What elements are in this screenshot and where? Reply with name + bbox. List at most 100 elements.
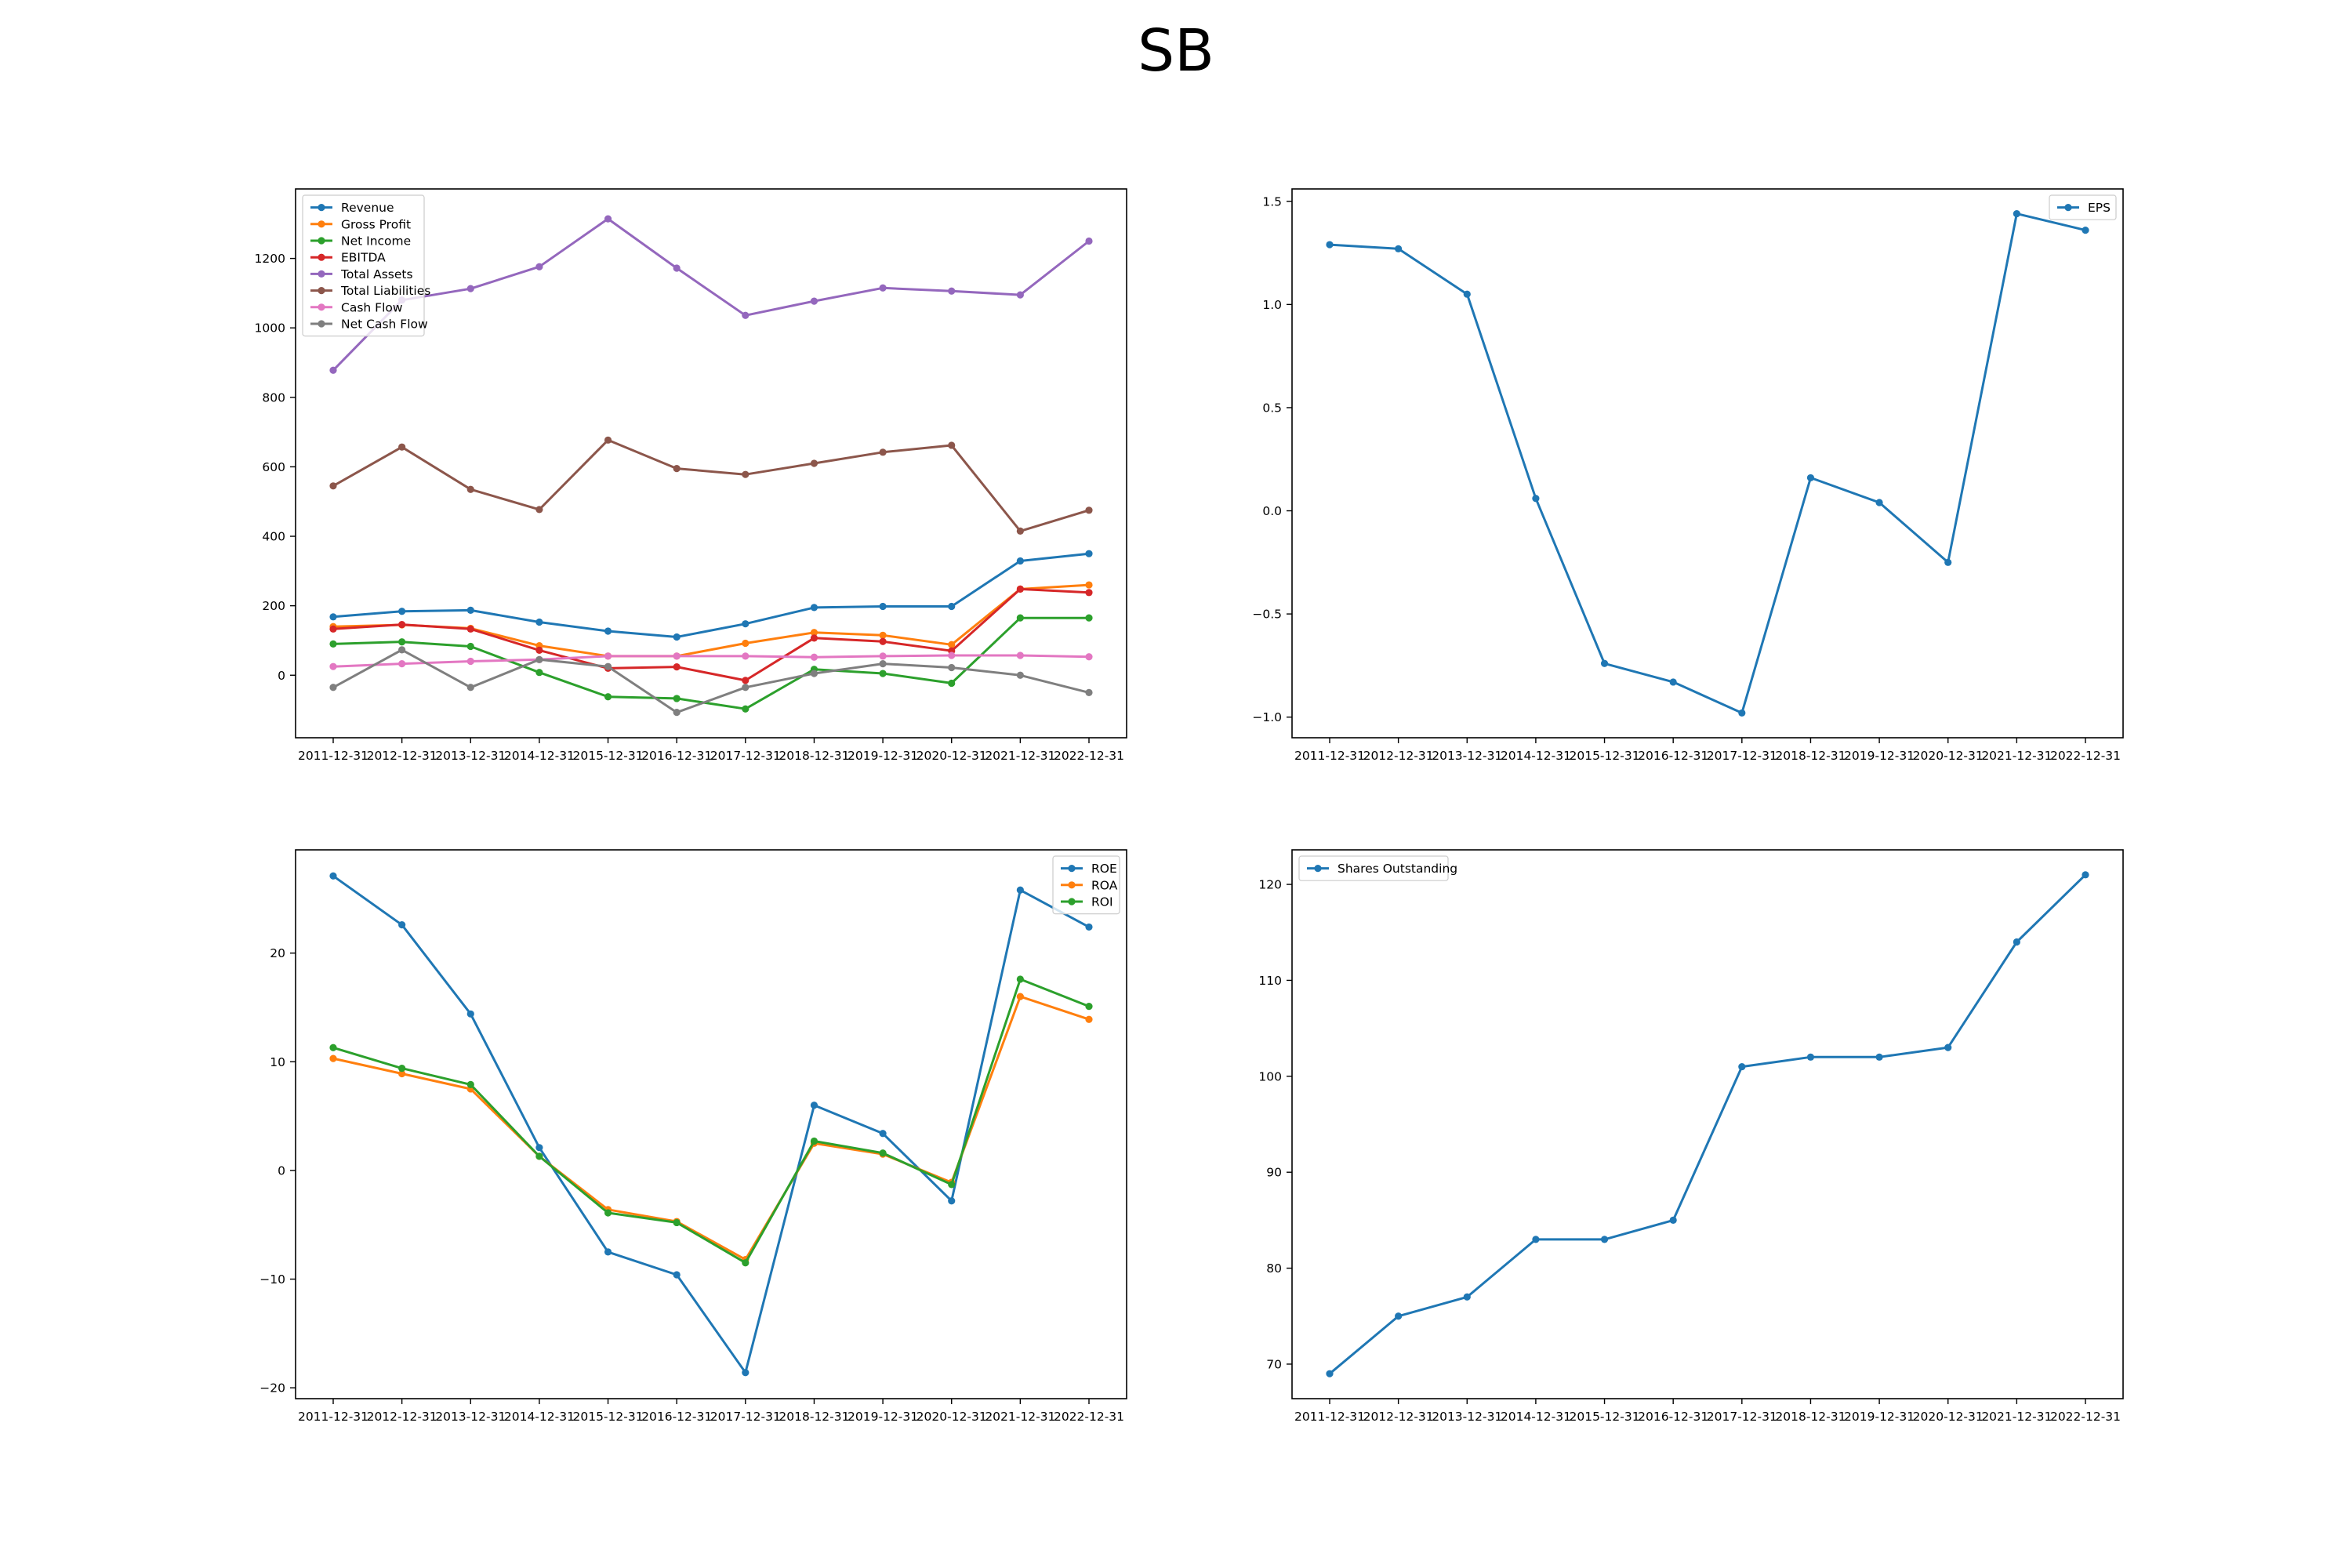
series-line-eps — [1328, 212, 2087, 714]
legend-marker-net-cash-flow — [318, 320, 325, 328]
data-point-net-cash-flow — [329, 684, 337, 691]
y-tick-label: −20 — [260, 1381, 285, 1396]
data-point-roe — [398, 921, 406, 929]
series-line-cash-flow — [332, 654, 1091, 668]
data-point-revenue — [466, 606, 474, 615]
data-point-ebitda — [398, 620, 406, 629]
legend-label: ROA — [1091, 878, 1118, 892]
x-tick-label: 2012-12-31 — [367, 749, 437, 763]
data-point-roi — [466, 1080, 474, 1089]
data-point-net-income — [535, 669, 543, 677]
data-point-total-liabilities — [604, 436, 612, 444]
data-point-total-liabilities — [1016, 527, 1024, 535]
y-tick-label: 0 — [278, 669, 285, 683]
data-point-net-cash-flow — [1085, 688, 1093, 697]
legend-label: EPS — [2088, 201, 2111, 215]
x-tick-label: 2011-12-31 — [1294, 1410, 1365, 1424]
series-line-ebitda — [332, 587, 1091, 682]
data-point-cash-flow — [810, 653, 818, 661]
data-point-cash-flow — [398, 660, 406, 668]
data-point-net-cash-flow — [742, 684, 750, 691]
data-point-total-assets — [879, 284, 887, 292]
data-point-total-liabilities — [329, 482, 337, 490]
data-point-eps — [2013, 209, 2020, 218]
data-point-gross-profit — [1085, 581, 1093, 589]
data-point-cash-flow — [673, 652, 681, 660]
y-tick-label: −1.0 — [1252, 710, 1282, 724]
y-tick-label: 200 — [262, 599, 285, 613]
data-point-total-assets — [742, 311, 750, 319]
y-tick-label: 400 — [262, 530, 285, 544]
x-tick-label: 2018-12-31 — [1775, 749, 1846, 763]
x-tick-label: 2012-12-31 — [367, 1410, 437, 1424]
legend-label: Cash Flow — [341, 300, 403, 314]
data-point-eps — [1395, 245, 1403, 252]
x-tick-label: 2011-12-31 — [298, 1410, 368, 1424]
data-point-total-liabilities — [673, 465, 681, 473]
data-point-total-assets — [810, 297, 818, 305]
x-tick-label: 2021-12-31 — [1981, 1410, 2052, 1424]
data-point-roi — [1016, 975, 1024, 983]
data-point-net-income — [604, 693, 612, 701]
data-point-cash-flow — [604, 652, 612, 660]
data-point-total-assets — [673, 264, 681, 272]
data-point-cash-flow — [742, 652, 750, 660]
x-tick-label: 2013-12-31 — [435, 749, 506, 763]
data-point-roe — [535, 1144, 543, 1152]
data-point-eps — [1738, 709, 1746, 717]
legend-marker-eps — [2064, 204, 2072, 212]
x-tick-label: 2022-12-31 — [2050, 749, 2121, 763]
data-point-roe — [1085, 923, 1093, 931]
legend-marker-roa — [1068, 881, 1076, 889]
y-tick-label: 1000 — [255, 321, 285, 336]
legend-label: Total Liabilities — [340, 284, 430, 298]
x-tick-label: 2013-12-31 — [1432, 1410, 1502, 1424]
data-point-revenue — [810, 604, 818, 612]
x-tick-label: 2015-12-31 — [572, 749, 643, 763]
legend-marker-cash-flow — [318, 303, 325, 311]
data-point-roi — [810, 1137, 818, 1145]
x-tick-label: 2017-12-31 — [710, 1410, 781, 1424]
legend-marker-shares-outstanding — [1314, 865, 1322, 873]
data-point-shares-outstanding — [1944, 1044, 1952, 1051]
data-point-eps — [1326, 241, 1334, 249]
series-line-roa — [332, 995, 1091, 1261]
data-point-cash-flow — [948, 652, 956, 659]
x-tick-label: 2018-12-31 — [779, 749, 849, 763]
data-point-roe — [742, 1369, 750, 1377]
legend-marker-gross-profit — [318, 220, 325, 228]
legend-box — [1298, 855, 1449, 881]
data-point-total-liabilities — [535, 506, 543, 514]
x-tick-label: 2017-12-31 — [1707, 749, 1777, 763]
data-point-shares-outstanding — [1395, 1312, 1403, 1320]
x-tick-label: 2022-12-31 — [1054, 749, 1124, 763]
x-tick-label: 2011-12-31 — [1294, 749, 1365, 763]
legend-marker-ebitda — [318, 253, 325, 261]
data-point-shares-outstanding — [1875, 1053, 1883, 1061]
x-tick-label: 2020-12-31 — [916, 749, 987, 763]
series-line-total-assets — [332, 217, 1091, 372]
x-tick-label: 2022-12-31 — [1054, 1410, 1124, 1424]
data-point-eps — [1532, 495, 1540, 503]
data-point-cash-flow — [879, 652, 887, 660]
y-tick-label: 80 — [1266, 1261, 1282, 1276]
data-point-ebitda — [329, 625, 337, 633]
data-point-net-cash-flow — [604, 662, 612, 670]
data-point-total-assets — [1016, 291, 1024, 299]
x-tick-label: 2019-12-31 — [1844, 1410, 1915, 1424]
data-point-net-income — [948, 679, 956, 688]
y-tick-label: 0 — [278, 1163, 285, 1178]
data-point-total-liabilities — [1085, 506, 1093, 514]
data-point-roi — [535, 1152, 543, 1160]
data-point-net-cash-flow — [948, 663, 956, 672]
data-point-roi — [1085, 1003, 1093, 1011]
data-point-eps — [1669, 678, 1677, 686]
data-point-roa — [398, 1069, 406, 1078]
data-point-revenue — [329, 613, 337, 621]
data-point-roe — [673, 1271, 681, 1279]
y-tick-label: 110 — [1258, 974, 1282, 988]
x-tick-label: 2013-12-31 — [435, 1410, 506, 1424]
y-tick-label: 120 — [1258, 878, 1282, 892]
data-point-total-assets — [466, 285, 474, 292]
data-point-ebitda — [810, 634, 818, 642]
